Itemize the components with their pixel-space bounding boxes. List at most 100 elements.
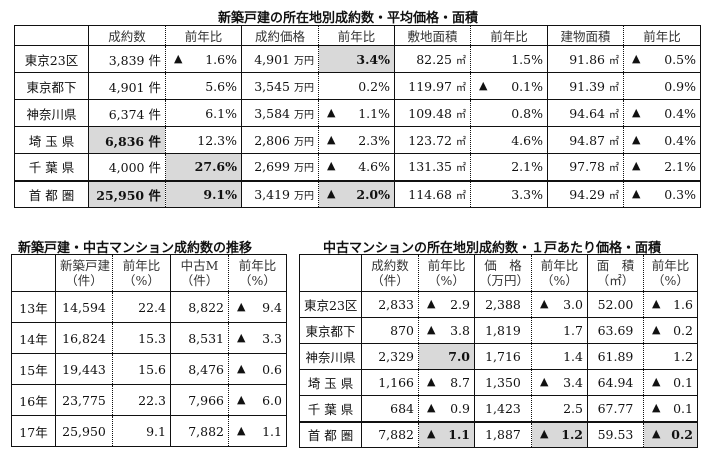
count-yoy-cell: ▲ 1.1 (418, 420, 475, 448)
price-yoy-cell: 1.7 (531, 317, 588, 344)
decrease-triangle-icon: ▲ (479, 78, 488, 92)
header-cell: 面 積（㎡） (587, 254, 644, 292)
header-cell: 成約価格 (241, 25, 319, 46)
building-yoy-cell: ▲ 2.1% (623, 153, 701, 181)
region-label: 千 葉 県 (299, 395, 362, 422)
price-cell: 1,423 (474, 395, 532, 422)
price-yoy-cell: 3.4% (318, 45, 395, 73)
count-cell: 7,882 (361, 420, 419, 448)
count-cell: 3,839 件 (88, 45, 166, 73)
used-count-cell: 8,531 (170, 322, 229, 354)
area-yoy-cell: ▲ 0.1 (643, 369, 698, 396)
count-yoy-cell: 6.1% (165, 99, 242, 127)
building-area-cell: 94.29 ㎡ (547, 179, 624, 208)
header-cell: 前年比 （%） (531, 254, 588, 292)
count-yoy-cell: 12.3% (165, 126, 242, 154)
count-yoy-cell: ▲ 3.8 (418, 317, 475, 344)
price-yoy-cell: ▲ 2.3% (318, 126, 395, 154)
used-yoy-cell: ▲ 6.0 (228, 384, 287, 416)
table-row: 東京都下 4,901 件 5.6% 3,545 万円 0.2% 119.97 ㎡… (14, 72, 701, 100)
count-yoy-cell: 5.6% (165, 72, 242, 100)
count-yoy-cell: ▲ 0.9 (418, 395, 475, 422)
count-cell: 4,000 件 (88, 153, 166, 181)
area-cell: 64.94 (587, 369, 644, 396)
new-yoy-cell: 9.1 (112, 415, 171, 447)
price-cell: 2,699 万円 (241, 153, 319, 181)
land-yoy-cell: ▲ 0.1% (470, 72, 548, 100)
building-yoy-cell: ▲ 0.3% (623, 179, 701, 208)
price-cell: 1,819 (474, 317, 532, 344)
count-cell: 870 (361, 317, 419, 344)
decrease-triangle-icon: ▲ (327, 132, 336, 146)
area-cell: 52.00 (587, 291, 644, 318)
region-label: 埼 玉 県 (14, 126, 89, 154)
decrease-triangle-icon: ▲ (540, 297, 549, 310)
count-cell: 2,833 (361, 291, 419, 318)
decrease-triangle-icon: ▲ (427, 400, 436, 414)
used-count-cell: 7,966 (170, 384, 229, 416)
region-label: 埼 玉 県 (299, 369, 362, 396)
used-count-cell: 8,476 (170, 353, 229, 385)
decrease-triangle-icon: ▲ (632, 51, 641, 65)
land-yoy-cell: 0.8% (470, 99, 548, 127)
decrease-triangle-icon: ▲ (237, 361, 246, 375)
header-cell: 建物面積 (547, 25, 624, 46)
header-cell (14, 25, 89, 46)
land-area-cell: 131.35 ㎡ (394, 153, 471, 181)
new-yoy-cell: 15.3 (112, 322, 171, 354)
table-row-total: 首 都 圏 25,950 件 9.1% 3,419 万円 ▲ 2.0% 114.6… (14, 179, 701, 208)
trend-table: 新築戸建 （件） 前年比 （%） 中古M （件） 前年比 （%） 13年 14,594 … (11, 254, 287, 447)
price-yoy-cell: 0.2% (318, 72, 395, 100)
table-row: 13年 14,594 22.4 8,822 ▲ 9.4 (11, 291, 287, 323)
price-cell: 2,806 万円 (241, 126, 319, 154)
building-yoy-cell: ▲ 0.5% (623, 45, 701, 73)
region-label: 東京23区 (299, 291, 362, 318)
area-cell: 61.89 (587, 343, 644, 370)
count-yoy-cell: ▲ 8.7 (418, 369, 475, 396)
land-area-cell: 82.25 ㎡ (394, 45, 471, 73)
decrease-triangle-icon: ▲ (427, 375, 436, 388)
land-yoy-cell: 1.5% (470, 45, 548, 73)
count-cell: 6,836 件 (88, 126, 166, 154)
area-yoy-cell: 1.2 (643, 343, 698, 370)
top-table-header-row: 成約数 前年比 成約価格 前年比 敷地面積 前年比 建物面積 前年比 (14, 25, 701, 46)
region-label: 神奈川県 (14, 99, 89, 127)
used-yoy-cell: ▲ 1.1 (228, 415, 287, 447)
decrease-triangle-icon: ▲ (237, 299, 246, 313)
new-count-cell: 25,950 (55, 415, 113, 447)
price-cell: 3,584 万円 (241, 99, 319, 127)
decrease-triangle-icon: ▲ (427, 323, 436, 336)
decrease-triangle-icon: ▲ (632, 186, 641, 200)
building-yoy-cell: 0.9% (623, 72, 701, 100)
decrease-triangle-icon: ▲ (540, 427, 549, 441)
price-cell: 3,545 万円 (241, 72, 319, 100)
price-yoy-cell: ▲ 3.0 (531, 291, 588, 318)
decrease-triangle-icon: ▲ (632, 105, 641, 119)
price-yoy-cell: ▲ 2.0% (318, 179, 395, 208)
count-cell: 1,166 (361, 369, 419, 396)
table-row: 14年 16,824 15.3 8,531 ▲ 3.3 (11, 322, 287, 354)
new-count-cell: 16,824 (55, 322, 113, 354)
header-cell: 前年比 （%） (228, 254, 287, 292)
decrease-triangle-icon: ▲ (174, 51, 183, 65)
region-label: 首 都 圏 (299, 420, 362, 448)
region-label: 東京23区 (14, 45, 89, 73)
table-row: 17年 25,950 9.1 7,882 ▲ 1.1 (11, 415, 287, 447)
area-cell: 63.69 (587, 317, 644, 344)
used-table-title: 中古マンションの所在地別成約数・１戸あたり価格・面積 (323, 241, 662, 256)
building-area-cell: 94.87 ㎡ (547, 126, 624, 154)
header-cell: 前年比 (470, 25, 548, 46)
decrease-triangle-icon: ▲ (652, 400, 661, 414)
new-count-cell: 19,443 (55, 353, 113, 385)
land-area-cell: 123.72 ㎡ (394, 126, 471, 154)
year-label: 14年 (11, 322, 56, 354)
land-area-cell: 119.97 ㎡ (394, 72, 471, 100)
count-cell: 4,901 件 (88, 72, 166, 100)
decrease-triangle-icon: ▲ (540, 375, 549, 388)
land-yoy-cell: 4.6% (470, 126, 548, 154)
used-count-cell: 7,882 (170, 415, 229, 447)
used-condo-table: 成約数 （件） 前年比 （%） 価 格（万円） 前年比 （%） 面 積（㎡） 前年比（… (299, 254, 698, 448)
building-area-cell: 91.86 ㎡ (547, 45, 624, 73)
decrease-triangle-icon: ▲ (652, 375, 661, 388)
used-yoy-cell: ▲ 3.3 (228, 322, 287, 354)
